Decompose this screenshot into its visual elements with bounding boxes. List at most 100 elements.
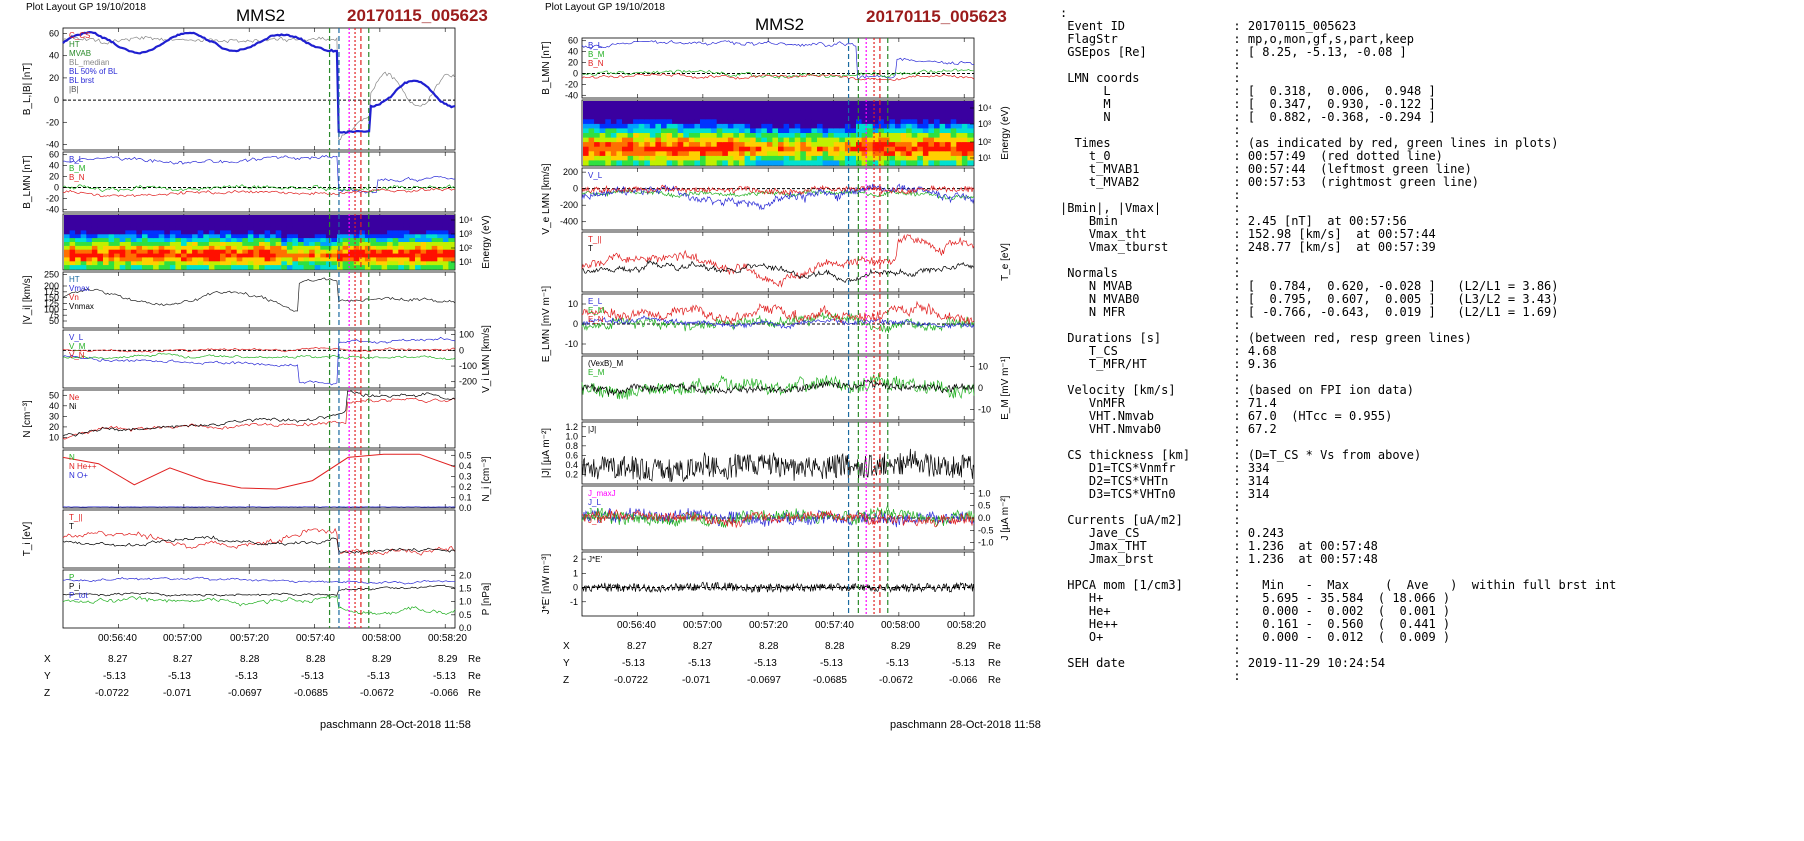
heatmap-cell — [125, 234, 132, 239]
heatmap-cell — [75, 242, 82, 247]
heatmap-cell — [872, 114, 879, 120]
heatmap-cell — [922, 101, 930, 107]
heatmap-cell — [147, 238, 154, 243]
heatmap-cell — [91, 242, 99, 247]
heatmap-cell — [342, 253, 349, 259]
heatmap-cell — [247, 222, 255, 228]
heatmap-cell — [247, 249, 255, 255]
heatmap-cell — [353, 261, 360, 266]
heatmap-cell — [666, 142, 673, 148]
heatmap-cell — [303, 230, 310, 235]
heatmap-cell — [677, 123, 684, 130]
heatmap-cell — [950, 114, 957, 120]
heatmap-cell — [622, 114, 629, 120]
heatmap-cell — [186, 215, 193, 220]
heatmap-cell — [91, 257, 99, 262]
heatmap-cell — [895, 160, 902, 166]
heatmap-cell — [822, 110, 829, 116]
heatmap-cell — [242, 245, 249, 251]
subplot-frame — [62, 151, 456, 213]
heatmap-cell — [594, 160, 601, 166]
info-line: L : [ 0.318, 0.006, 0.948 ] — [1060, 84, 1436, 98]
heatmap-cell — [588, 160, 595, 166]
series-line — [581, 259, 975, 283]
heatmap-cell — [649, 105, 657, 111]
heatmap-cell — [705, 146, 712, 152]
heatmap-cell — [303, 265, 310, 270]
heatmap-cell — [381, 245, 388, 251]
heatmap-cell — [381, 249, 388, 255]
heatmap-cell — [755, 160, 762, 166]
heatmap-cell — [727, 133, 735, 139]
heatmap-cell — [644, 119, 651, 125]
heatmap-cell — [622, 160, 629, 166]
heatmap-cell — [872, 133, 879, 139]
heatmap-cell — [700, 128, 707, 134]
heatmap-cell — [627, 133, 634, 139]
heatmap-cell — [108, 226, 115, 232]
heatmap-cell — [64, 245, 71, 251]
coord-value: -5.13 — [952, 658, 975, 669]
heatmap-cell — [872, 142, 879, 148]
heatmap-cell — [420, 230, 427, 235]
heatmap-cell — [622, 128, 629, 134]
heatmap-cell — [583, 101, 590, 107]
heatmap-cell — [158, 222, 165, 228]
heatmap-cell — [370, 265, 377, 270]
heatmap-cell — [922, 105, 930, 111]
heatmap-cell — [353, 226, 360, 232]
heatmap-cell — [259, 253, 266, 259]
heatmap-cell — [298, 242, 305, 247]
heatmap-cell — [733, 105, 740, 111]
y-tick-label: 125 — [44, 299, 59, 309]
heatmap-cell — [281, 257, 288, 262]
heatmap-cell — [939, 133, 946, 139]
heatmap-cell — [716, 110, 723, 116]
heatmap-cell — [264, 249, 271, 255]
heatmap-cell — [286, 242, 294, 247]
heatmap-cell — [275, 226, 282, 232]
heatmap-cell — [270, 238, 277, 243]
y-tick-label: 40 — [49, 161, 59, 171]
heatmap-cell — [203, 226, 210, 232]
heatmap-cell — [895, 133, 902, 139]
heatmap-cell — [376, 218, 383, 224]
legend-entry: B_L — [69, 155, 84, 164]
heatmap-cell — [950, 146, 957, 152]
heatmap-cell — [403, 249, 411, 255]
series-line — [62, 184, 456, 193]
time-tick-label: 00:57:00 — [683, 620, 722, 631]
heatmap-cell — [889, 160, 896, 166]
heatmap-cell — [778, 146, 785, 152]
heatmap-cell — [108, 218, 115, 224]
heatmap-cell — [895, 105, 902, 111]
info-line: T_MFR/HT : 9.36 — [1060, 357, 1277, 371]
heatmap-cell — [583, 133, 590, 139]
heatmap-cell — [917, 142, 924, 148]
coord-value: 8.27 — [108, 654, 128, 665]
heatmap-cell — [69, 257, 76, 262]
heatmap-cell — [370, 238, 377, 243]
heatmap-cell — [220, 215, 227, 220]
heatmap-cell — [331, 257, 338, 262]
heatmap-cell — [934, 137, 941, 143]
heatmap-cell — [186, 261, 193, 266]
right-spacecraft-title: MMS2 — [755, 15, 805, 34]
heatmap-cell — [442, 222, 450, 228]
heatmap-cell — [197, 226, 204, 232]
heatmap-cell — [303, 242, 310, 247]
heatmap-cell — [442, 261, 450, 266]
heatmap-cell — [281, 265, 288, 270]
info-line: VHT.Nmvab : 67.0 (HTcc = 0.955) — [1060, 409, 1393, 423]
heatmap-cell — [638, 142, 645, 148]
y-tick-label: -200 — [560, 200, 578, 210]
heatmap-cell — [114, 230, 121, 235]
heatmap-cell — [594, 137, 601, 143]
heatmap-cell — [392, 249, 399, 255]
heatmap-cell — [828, 128, 835, 134]
heatmap-cell — [298, 238, 305, 243]
heatmap-cell — [303, 222, 310, 228]
heatmap-cell — [292, 218, 299, 224]
heatmap-cell — [175, 226, 182, 232]
right-footer: paschmann 28-Oct-2018 11:58 — [890, 719, 1041, 731]
